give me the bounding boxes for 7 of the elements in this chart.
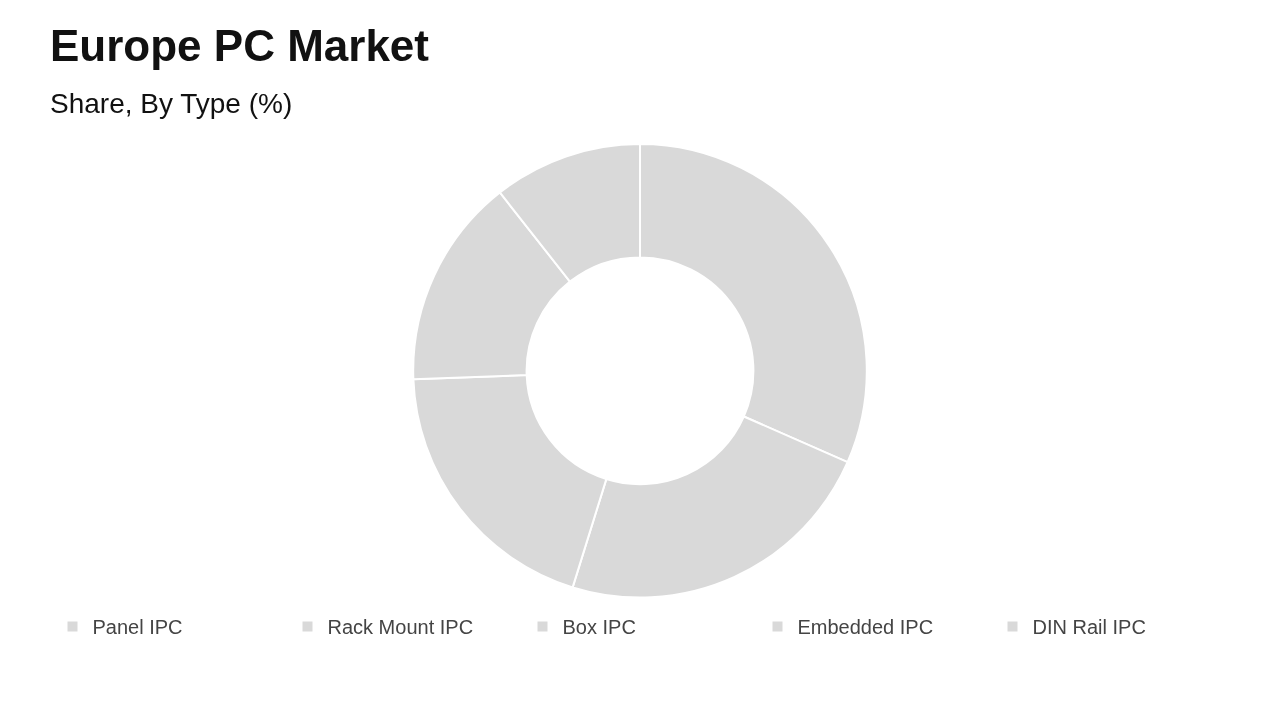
chart-subtitle: Share, By Type (%): [50, 88, 293, 119]
legend-label: Rack Mount IPC: [327, 616, 474, 639]
legend-label: DIN Rail IPC: [1032, 616, 1146, 639]
legend-label: Panel IPC: [92, 616, 183, 639]
legend-label: Box IPC: [562, 616, 636, 639]
chart-title: Europe PC Market: [50, 21, 430, 70]
legend-label: Embedded IPC: [797, 616, 934, 639]
